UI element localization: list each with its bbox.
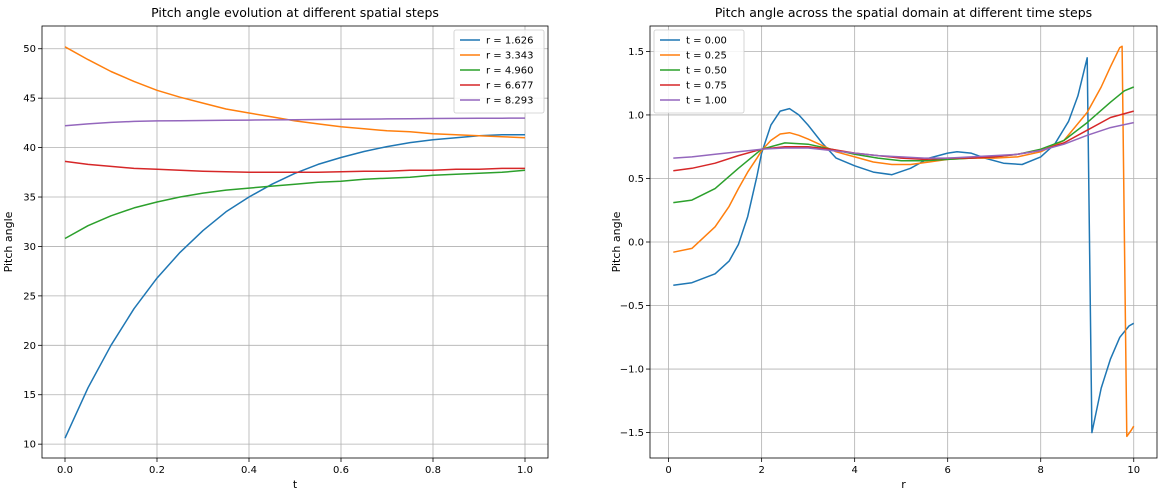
y-tick-label: 35: [23, 193, 36, 204]
legend-frame: [653, 29, 745, 114]
chart-panel-1: 0.0 0.2 0.4 0.6 0.8 1.0 10 15 20 25 30 35 40 45 50 Pitc…: [2, 5, 549, 491]
legend: r = 1.626 r = 3.343 r = 4.960 r = 6.677 r = …: [453, 29, 545, 114]
legend: t = 0.00 t = 0.25 t = 0.50 t = 0.75 t = 1.00: [653, 29, 745, 114]
x-tick-label: 6: [945, 465, 951, 476]
axes-frame: [41, 25, 549, 459]
x-tick-label: 8: [1038, 465, 1044, 476]
series-line-4: [64, 160, 525, 174]
x-axis-label: t: [293, 478, 298, 491]
legend-label: t = 1.00: [686, 96, 727, 107]
series-line-5: [673, 121, 1134, 159]
y-tick-label: 50: [23, 44, 36, 55]
legend-label: t = 0.50: [686, 66, 727, 77]
series-line-3: [673, 86, 1134, 204]
y-tick-label: 15: [23, 390, 36, 401]
x-tick-label: 0.2: [149, 465, 165, 476]
y-tick-label: 1.0: [628, 110, 644, 121]
series-line-1: [673, 57, 1135, 434]
y-axis-label: Pitch angle: [2, 211, 15, 272]
chart-title: Pitch angle evolution at different spati…: [151, 5, 439, 20]
y-tick-label: 0.5: [628, 174, 644, 185]
series-line-2: [64, 46, 526, 139]
y-tick-label: 10: [23, 440, 36, 451]
legend-label: r = 8.293: [486, 96, 533, 107]
x-tick-label: 4: [851, 465, 857, 476]
y-tick-label: −1.5: [620, 428, 644, 439]
x-tick-label: 2: [758, 465, 764, 476]
x-tick-label: 0.8: [425, 465, 441, 476]
legend-label: r = 1.626: [486, 36, 533, 47]
y-tick-label: 1.5: [628, 47, 644, 58]
series-line-4: [673, 110, 1134, 172]
y-tick-label: −0.5: [620, 301, 644, 312]
x-tick-label: 0.4: [241, 465, 257, 476]
legend-label: r = 4.960: [486, 66, 533, 77]
y-tick-label: 40: [23, 143, 36, 154]
x-axis-label: r: [901, 478, 906, 491]
legend-label: r = 3.343: [486, 51, 533, 62]
y-axis-label: Pitch angle: [610, 211, 623, 272]
y-tick-label: 45: [23, 94, 36, 105]
legend-label: t = 0.75: [686, 81, 727, 92]
x-tick-label: 1.0: [517, 465, 533, 476]
legend-label: r = 6.677: [486, 81, 533, 92]
y-tick-label: −1.0: [620, 365, 644, 376]
x-tick-label: 0.0: [57, 465, 73, 476]
series-line-1: [64, 133, 525, 439]
y-tick-label: 30: [23, 242, 36, 253]
y-tick-label: 0.0: [628, 238, 644, 249]
series-line-5: [64, 117, 526, 127]
x-tick-label: 0.6: [333, 465, 349, 476]
chart-title: Pitch angle across the spatial domain at…: [715, 5, 1092, 20]
chart-panel-2: 0 2 4 6 8 10 −1.5 −1.0 −0.5 0.0 0.5 1.0 1.5 Pitch ang…: [610, 5, 1158, 491]
x-tick-label: 0: [665, 465, 671, 476]
legend-frame: [453, 29, 545, 114]
legend-label: t = 0.00: [686, 36, 727, 47]
y-tick-label: 25: [23, 291, 36, 302]
x-tick-label: 10: [1127, 465, 1140, 476]
series-line-3: [64, 169, 526, 240]
legend-label: t = 0.25: [686, 51, 727, 62]
y-tick-label: 20: [23, 341, 36, 352]
series-line-2: [673, 45, 1135, 438]
